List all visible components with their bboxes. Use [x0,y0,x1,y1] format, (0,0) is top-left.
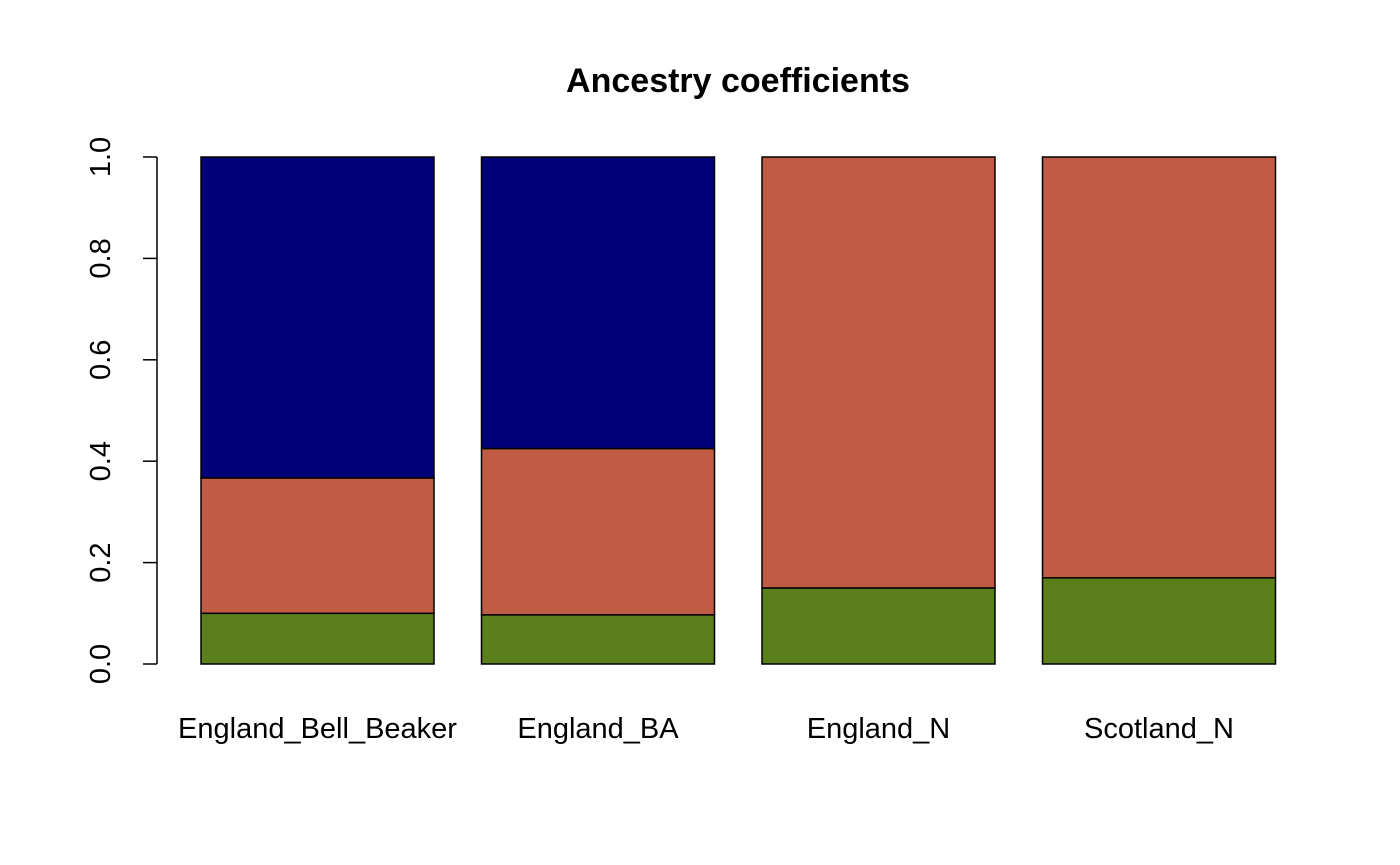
y-axis: 0.0 0.2 0.4 0.6 0.8 1.0 [85,137,158,684]
bar-segment [200,612,435,665]
category-label: England_Bell_Beaker [178,713,457,745]
bar-segment [1041,156,1277,579]
y-tick-label: 1.0 [85,137,117,177]
bar-segment [1041,577,1277,665]
category-label: England_BA [517,713,679,745]
bar-segment [200,477,435,615]
y-tick-label: 0.0 [85,644,117,684]
bar-segment [480,156,716,450]
y-tick-label: 0.2 [85,542,117,582]
category-label: England_N [807,713,951,745]
bar-segment [761,587,996,665]
y-tick-label: 0.6 [85,340,117,380]
category-labels: England_Bell_Beaker England_BA England_N Sc… [178,713,1234,745]
bar-segment [200,156,435,479]
y-tick-label: 0.4 [85,441,117,481]
category-label: Scotland_N [1084,713,1234,745]
stacked-bars [200,156,1277,665]
bar-segment [480,447,716,616]
chart-title: Ancestry coefficients [566,62,910,100]
bar-segment [480,614,716,665]
bar-segment [761,156,996,589]
y-tick-label: 0.8 [85,238,117,278]
